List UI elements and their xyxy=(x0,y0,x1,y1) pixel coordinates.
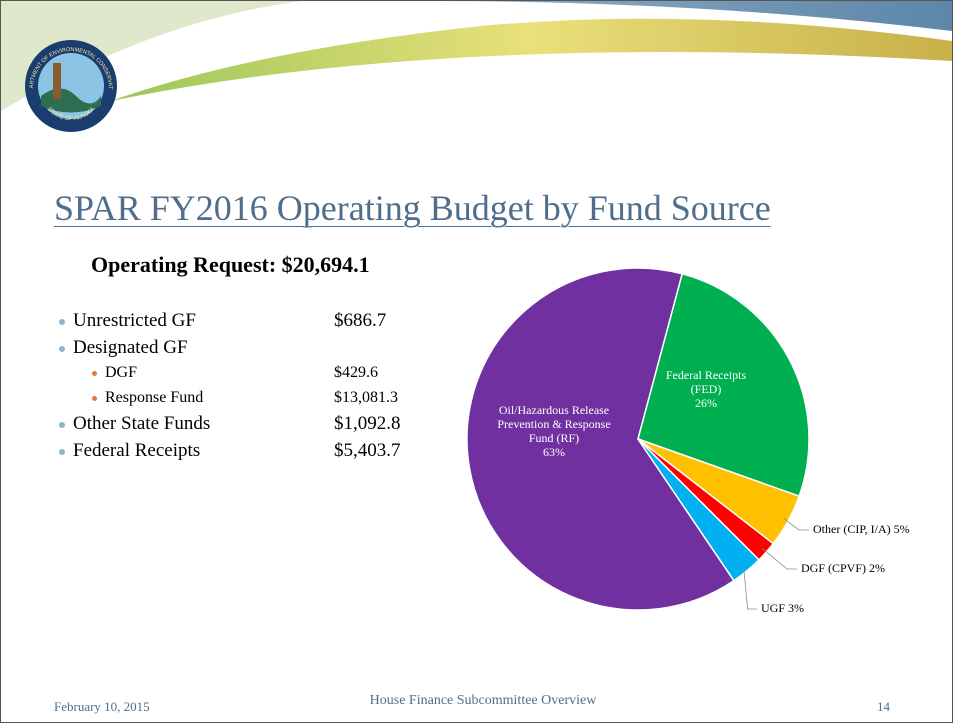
pie-slice xyxy=(637,438,760,582)
bullet-dot xyxy=(59,422,65,428)
bullet-dot xyxy=(59,345,65,352)
slice-value: 63% xyxy=(543,445,565,459)
slice-label: Federal Receipts (FED) 26% xyxy=(651,368,761,410)
slice-category: Oil/Hazardous Release Prevention & Respo… xyxy=(497,403,611,445)
footer-date: February 10, 2015 xyxy=(54,699,150,714)
swoosh-green xyxy=(111,18,952,102)
slice-label-outside: Other (CIP, I/A) 5% xyxy=(813,522,910,537)
slice-category: Other (CIP, I/A) xyxy=(813,522,891,536)
swoosh-left xyxy=(1,1,301,111)
slice-label-outside: UGF 3% xyxy=(761,601,804,616)
slice-label: Oil/Hazardous Release Prevention & Respo… xyxy=(495,403,613,459)
leader-line xyxy=(762,548,797,570)
page-number: 14 xyxy=(877,699,890,714)
slice-category: DGF (CPVF) xyxy=(801,561,867,575)
leader-line xyxy=(783,518,809,531)
sub-bullet-amount: $429.6 xyxy=(334,364,378,381)
bullet-amount: $1,092.8 xyxy=(334,413,401,434)
sub-bullet-dot xyxy=(92,371,97,376)
slide-title: SPAR FY2016 Operating Budget by Fund Sou… xyxy=(54,188,771,228)
slice-value: 2% xyxy=(869,561,886,575)
footer-center: House Finance Subcommittee Overview xyxy=(369,693,597,708)
bullet-amount: $5,403.7 xyxy=(334,439,401,461)
sub-bullet-label: DGF xyxy=(105,364,138,381)
bullet-label: Other State Funds xyxy=(73,413,211,434)
logo-totem xyxy=(53,63,61,99)
slice-value: 26% xyxy=(695,396,717,410)
bullet-dot xyxy=(59,319,65,325)
slice-category: Federal Receipts (FED) xyxy=(665,368,747,396)
sub-bullet-label: Response Fund xyxy=(105,389,204,406)
pie xyxy=(466,267,810,611)
slice-value: 3% xyxy=(788,601,805,615)
swoosh-blue xyxy=(1,1,952,31)
pie-slice xyxy=(466,267,735,611)
leader-line xyxy=(743,566,757,610)
pie-slice xyxy=(637,272,810,498)
bullet-amount: $686.7 xyxy=(334,310,387,331)
bullet-label: Federal Receipts xyxy=(73,439,201,461)
slice-value: 5% xyxy=(893,522,910,536)
sub-bullet-amount: $13,081.3 xyxy=(334,389,398,406)
bullet-label: Designated GF xyxy=(73,336,188,358)
slice-label-outside: DGF (CPVF) 2% xyxy=(801,561,885,576)
bullet-dot xyxy=(59,448,65,455)
sub-bullet-dot xyxy=(92,396,97,401)
bullet-label: Unrestricted GF xyxy=(73,310,196,331)
subtitle: Operating Request: $20,694.1 xyxy=(91,252,370,277)
slice-category: UGF xyxy=(761,601,786,615)
